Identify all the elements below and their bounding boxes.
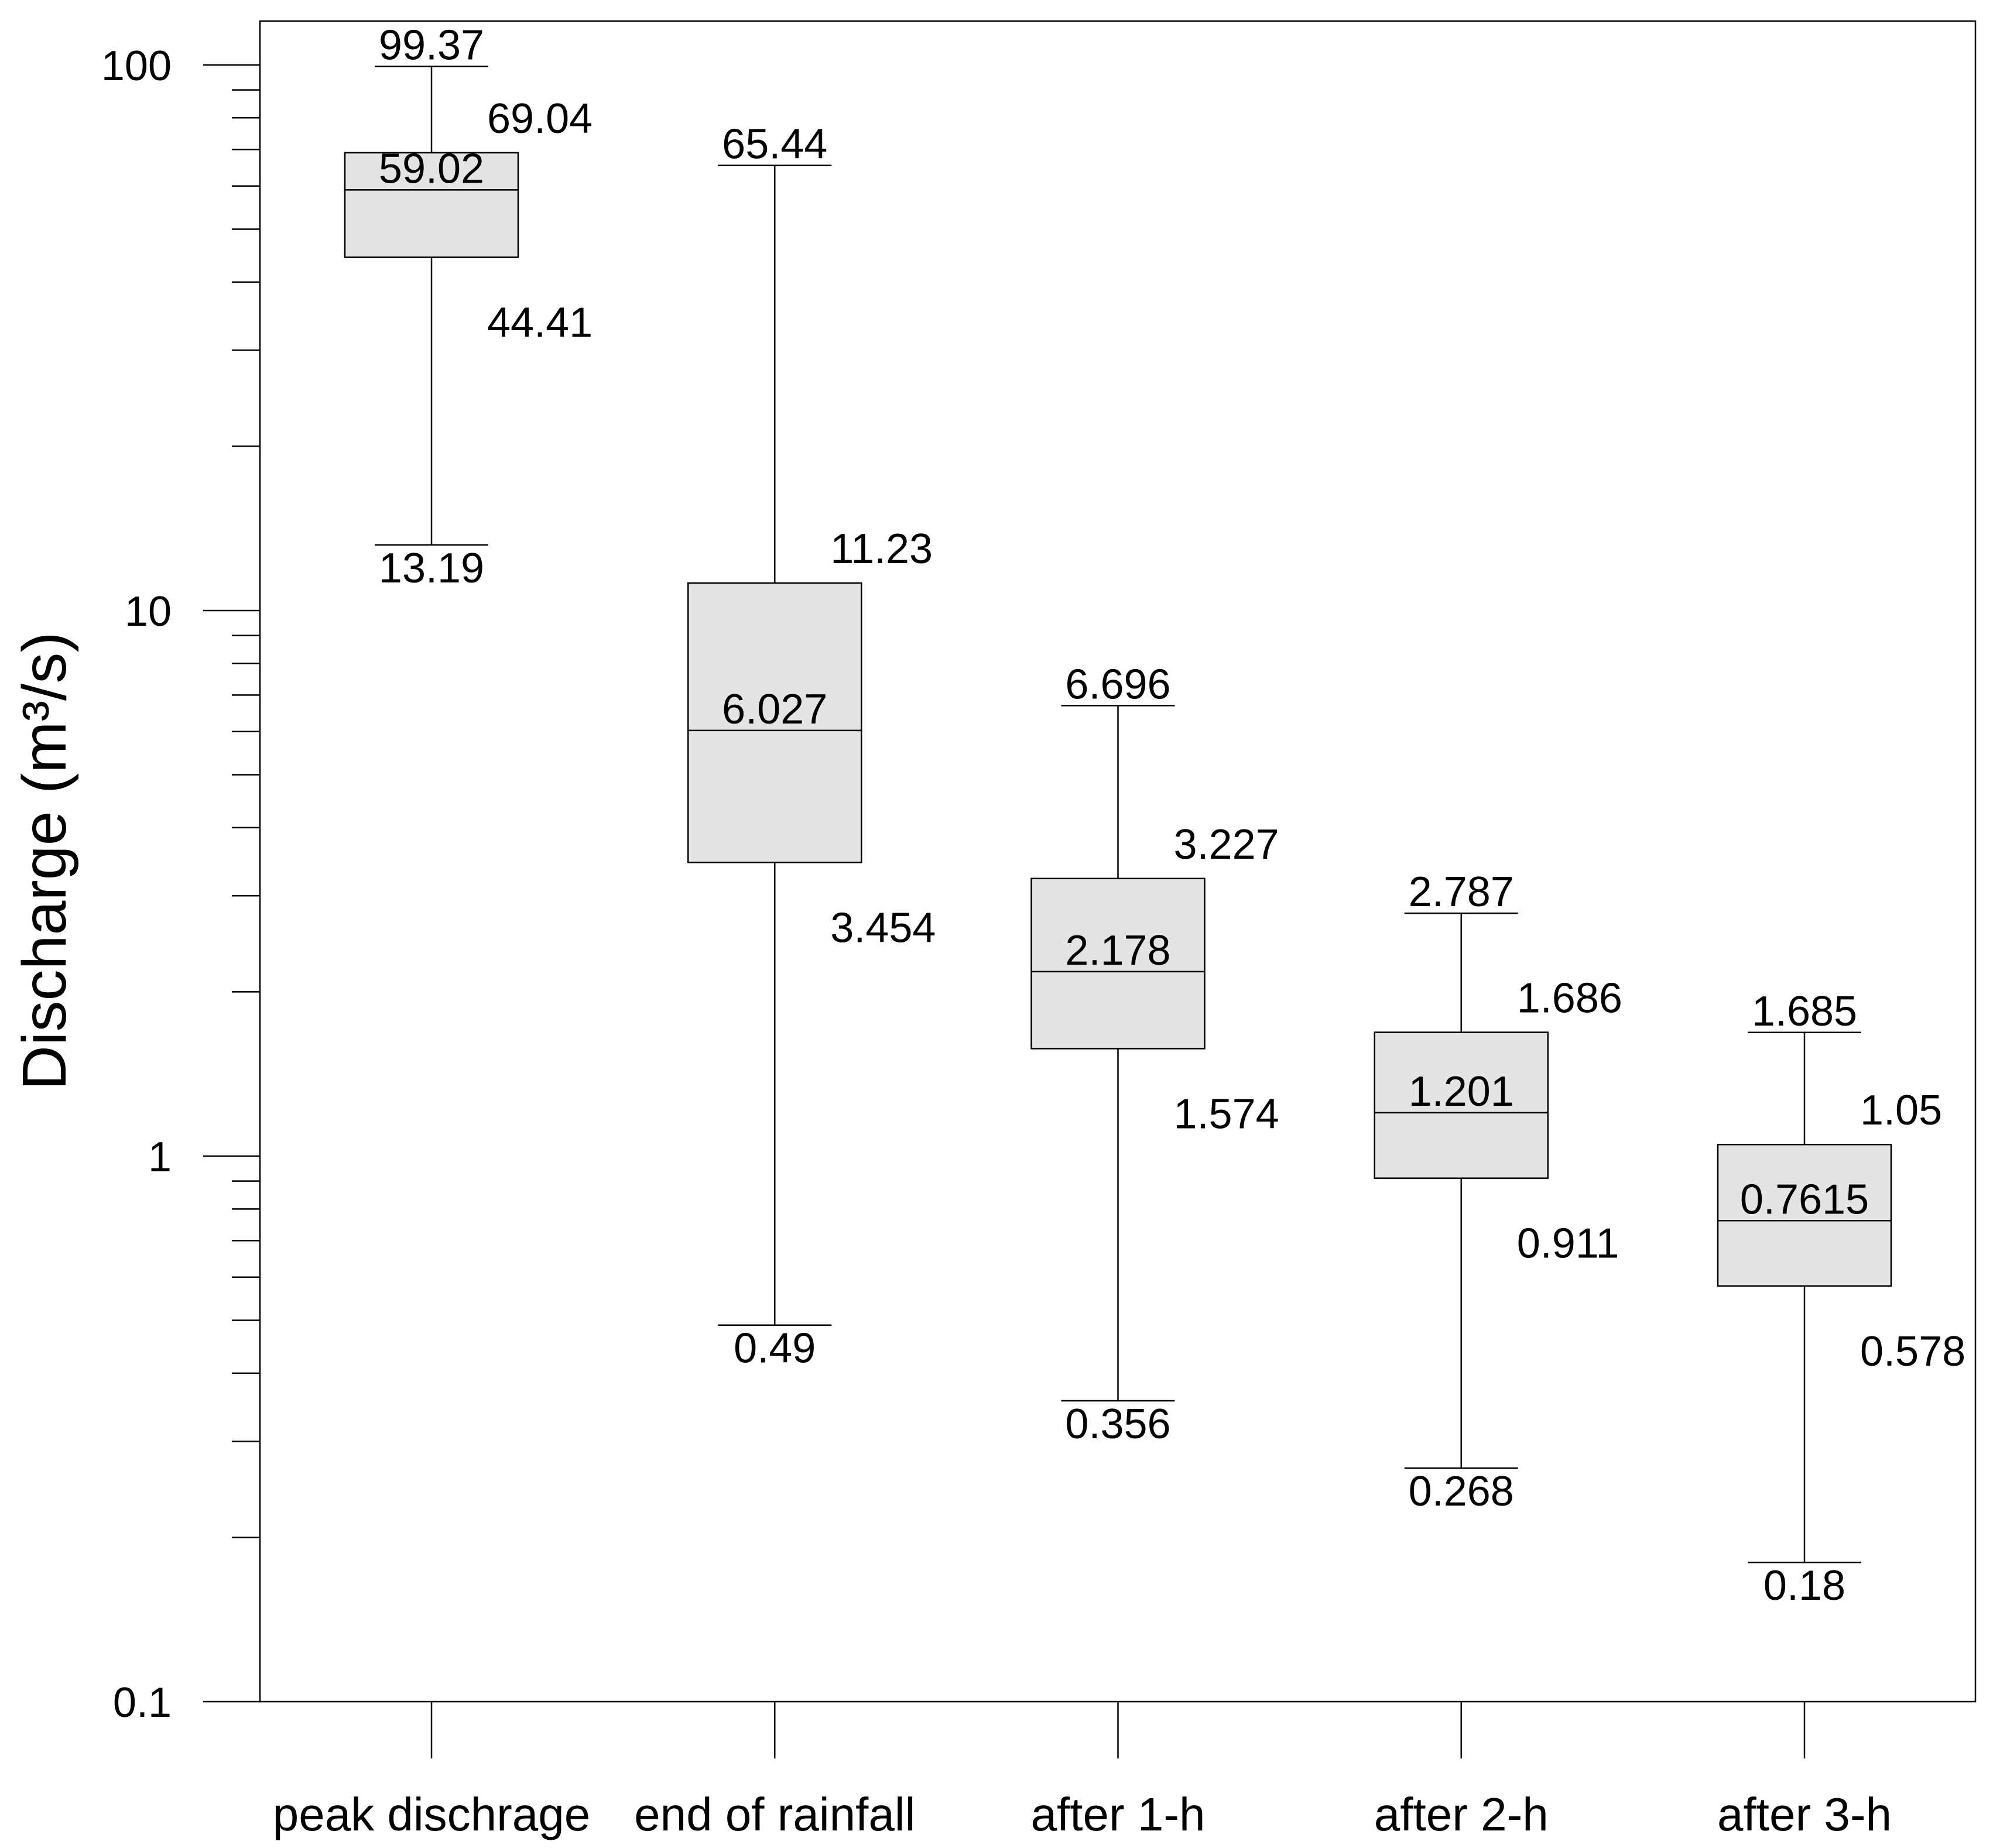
median-value-label: 1.201 (1409, 1068, 1514, 1115)
box-rect (1374, 1031, 1549, 1179)
y-tick-label: 0.1 (113, 1679, 172, 1726)
y-tick-label: 10 (125, 588, 172, 635)
q1-value-label: 44.41 (487, 300, 593, 347)
x-category-label: after 2-h (1374, 1788, 1549, 1840)
max-value-label: 65.44 (722, 121, 827, 168)
box-rect (687, 582, 862, 863)
q1-value-label: 1.574 (1174, 1091, 1279, 1137)
q1-value-label: 3.454 (830, 904, 936, 951)
q1-value-label: 0.578 (1860, 1328, 1965, 1375)
median-value-label: 2.178 (1065, 927, 1170, 974)
q3-value-label: 11.23 (830, 526, 933, 572)
min-value-label: 0.49 (734, 1325, 816, 1372)
box-rect (344, 152, 519, 258)
max-value-label: 1.685 (1752, 988, 1857, 1035)
median-value-label: 0.7615 (1740, 1176, 1869, 1223)
x-category-label: after 1-h (1031, 1788, 1206, 1840)
x-category-label: after 3-h (1717, 1788, 1892, 1840)
y-tick-label: 1 (148, 1134, 172, 1181)
min-value-label: 13.19 (379, 545, 484, 592)
median-value-label: 59.02 (379, 145, 484, 192)
q3-value-label: 1.686 (1517, 975, 1622, 1022)
box-rect (1030, 877, 1206, 1050)
min-value-label: 0.356 (1065, 1401, 1170, 1448)
q1-value-label: 0.911 (1517, 1220, 1619, 1267)
median-value-label: 6.027 (722, 686, 827, 733)
box-rect (1717, 1143, 1892, 1287)
min-value-label: 0.18 (1763, 1562, 1845, 1609)
q3-value-label: 69.04 (487, 95, 593, 142)
q3-value-label: 1.05 (1860, 1087, 1942, 1134)
max-value-label: 99.37 (379, 22, 484, 69)
y-axis-title: Discharge (m³/s) (10, 632, 79, 1090)
min-value-label: 0.268 (1409, 1468, 1514, 1515)
y-tick-label: 100 (101, 43, 172, 90)
max-value-label: 6.696 (1065, 661, 1170, 708)
q3-value-label: 3.227 (1174, 821, 1279, 868)
max-value-label: 2.787 (1409, 869, 1514, 916)
x-category-label: end of rainfall (634, 1788, 915, 1840)
x-category-label: peak dischrage (273, 1788, 591, 1840)
